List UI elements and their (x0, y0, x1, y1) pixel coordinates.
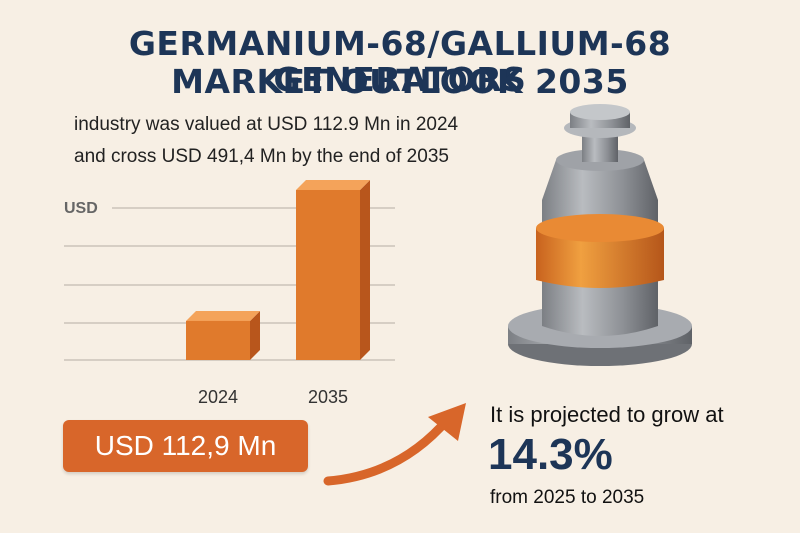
growth-lead-text: It is projected to grow at (490, 402, 724, 427)
bar-2024 (186, 310, 260, 360)
x-tick-label: 2024 (198, 387, 238, 407)
chart-x-ticks: 2024 2035 (198, 387, 348, 407)
bar-2035 (296, 180, 370, 360)
subtitle-line-2: and cross USD 491,4 Mn by the end of 203… (74, 146, 449, 167)
curved-arrow-icon (323, 403, 466, 486)
subtitle-line-1: industry was valued at USD 112.9 Mn in 2… (74, 114, 459, 135)
y-axis-label: USD (64, 200, 98, 217)
x-tick-label: 2035 (308, 387, 348, 407)
growth-period-text: from 2025 to 2035 (490, 487, 645, 508)
value-badge: USD 112,9 Mn (63, 420, 308, 472)
chart-bars (186, 180, 370, 360)
growth-rate: 14.3% (488, 430, 613, 479)
page-title-line-1: GERMANIUM-68/GALLIUM-68 GENERATORS (128, 24, 672, 99)
generator-illustration (508, 104, 692, 366)
page-title-line-2: MARKET OUTLOOK 2035 (171, 62, 629, 101)
